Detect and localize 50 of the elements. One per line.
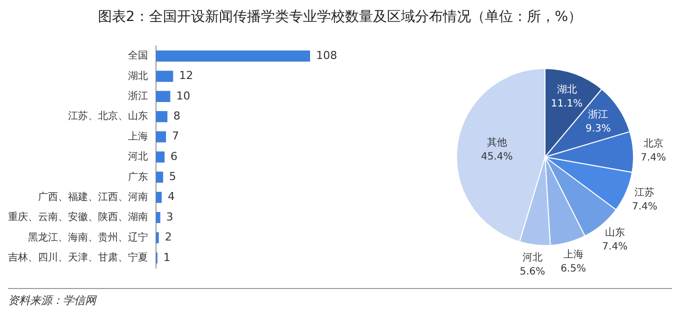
data-label: 7 <box>172 130 179 143</box>
data-label: 6 <box>170 150 178 163</box>
bar <box>156 151 165 163</box>
data-label: 7.4% <box>632 201 658 212</box>
data-label: 7.4% <box>640 152 666 164</box>
data-label: 6.5% <box>560 263 586 274</box>
y-tick-label: 湖北 <box>128 70 148 82</box>
y-tick-label: 黑龙江、海南、贵州、辽宁 <box>28 231 148 244</box>
bar <box>156 70 174 82</box>
slice-label: 河北 <box>522 251 542 264</box>
data-label: 108 <box>316 48 338 62</box>
slice-label: 浙江 <box>588 108 608 121</box>
slice-label: 江苏 <box>634 186 655 198</box>
bar <box>156 90 170 102</box>
y-tick-label: 江苏、北京、山东 <box>68 110 148 122</box>
data-label: 3 <box>166 210 174 224</box>
bar <box>156 192 162 203</box>
data-label: 12 <box>179 69 194 82</box>
data-label: 2 <box>164 230 172 244</box>
y-tick-label: 广东 <box>128 170 148 183</box>
data-label: 9.3% <box>586 124 611 135</box>
y-tick-label: 全国 <box>128 50 148 62</box>
y-tick-label: 浙江 <box>128 90 148 102</box>
data-label: 10 <box>176 89 190 102</box>
text: 资料来源：学信网 <box>8 294 96 307</box>
data-label: 8 <box>173 109 180 122</box>
y-tick-label: 广西、福建、江西、河南 <box>38 190 148 203</box>
bar <box>156 172 164 183</box>
text: 图表2：全国开设新闻传播学类专业学校数量及区域分布情况（单位：所，%） <box>96 8 584 27</box>
data-label: 11.1% <box>550 98 583 110</box>
data-label: 7.4% <box>602 242 628 253</box>
slice-label: 其他 <box>486 136 507 149</box>
data-label: 5.6% <box>520 266 546 278</box>
data-label: 45.4% <box>480 152 513 163</box>
slice-label: 湖北 <box>556 84 577 96</box>
bar <box>156 50 310 62</box>
y-tick-label: 吉林、四川、天津、甘肃、宁夏 <box>8 252 148 264</box>
slice-label: 山东 <box>604 226 625 239</box>
bar <box>156 212 160 224</box>
data-label: 5 <box>169 170 176 184</box>
data-label: 4 <box>168 190 175 204</box>
data-label: 1 <box>163 250 170 264</box>
slice-label: 北京 <box>643 137 664 150</box>
y-tick-label: 重庆、云南、安徽、陕西、湖南 <box>8 211 148 224</box>
bar <box>156 232 159 244</box>
slice-label: 上海 <box>563 248 584 260</box>
bar <box>156 111 168 122</box>
y-tick-label: 河北 <box>128 150 148 163</box>
bar <box>156 131 166 142</box>
y-tick-label: 上海 <box>128 130 148 142</box>
